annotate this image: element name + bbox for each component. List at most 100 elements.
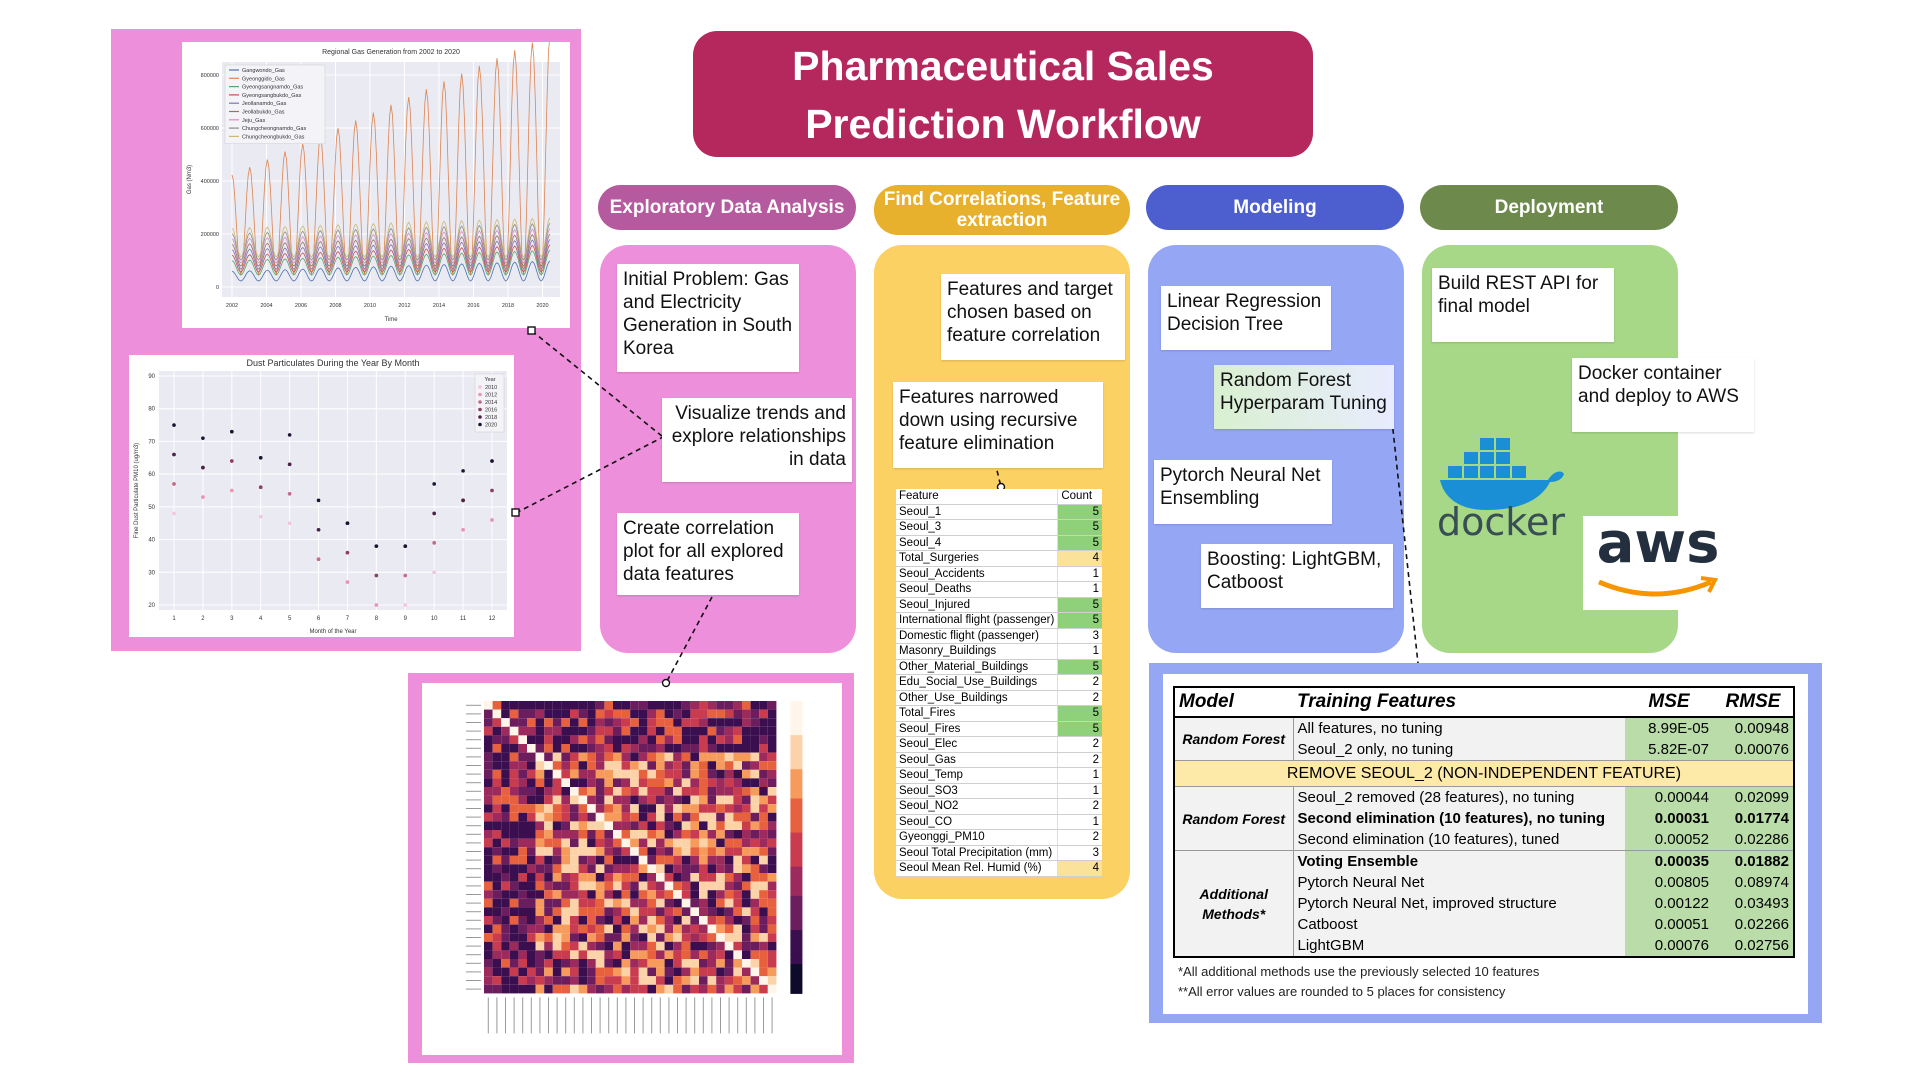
heatmap-cell [613, 795, 622, 805]
heatmap-cell [673, 812, 682, 822]
heatmap-cell [492, 744, 502, 753]
gas-series-line [231, 244, 551, 273]
heatmap-cell [673, 898, 682, 908]
heatmap-cell [656, 718, 665, 727]
heatmap-cell [630, 830, 639, 839]
heatmap-cell [733, 950, 742, 959]
heatmap-cell [759, 881, 768, 891]
heatmap-cell [535, 950, 545, 959]
heatmap-cell [552, 916, 562, 925]
stage-modeling-pill: Modeling [1146, 185, 1404, 230]
heatmap-cell [707, 769, 717, 779]
results-group-random-forest-2: Random Forest [1174, 786, 1294, 851]
heatmap-cell [544, 709, 553, 719]
heatmap-cell [484, 950, 493, 959]
heatmap-cell [664, 726, 674, 736]
heatmap-colorbar-segment [790, 949, 803, 955]
heatmap-cell [690, 744, 699, 753]
dust-xtick-label: 5 [288, 616, 292, 622]
heatmap-cell [501, 701, 510, 710]
table-row: Gyeonggi_PM10 2 [896, 829, 1102, 846]
heatmap-cell [742, 735, 751, 744]
heatmap-colorbar-segment [790, 813, 803, 819]
heatmap-colorbar-segment [790, 832, 803, 838]
heatmap-cell [604, 709, 613, 719]
heatmap-cell [742, 967, 751, 977]
heatmap-cell [750, 726, 760, 736]
heatmap-cell [492, 812, 502, 822]
heatmap-cell [552, 778, 562, 787]
heatmap-cell [647, 898, 656, 908]
heatmap-cell [707, 752, 717, 762]
heatmap-cell [621, 881, 631, 891]
heatmap-cell [638, 984, 648, 994]
heatmap-cell [716, 873, 725, 882]
heatmap-cell [699, 735, 708, 744]
dust-point [432, 570, 436, 575]
heatmap-cell [638, 924, 648, 934]
heatmap-cell [621, 752, 631, 762]
heatmap-cell [707, 984, 717, 994]
heatmap-cell [621, 821, 631, 830]
heatmap-cell [518, 778, 527, 787]
heatmap-cell [724, 795, 734, 805]
heatmap-cell [544, 881, 553, 891]
feature-name-cell: Seoul_CO [896, 814, 1058, 830]
docker-whale-icon [1440, 438, 1564, 510]
dust-chart-xlabel: Month of the Year [309, 629, 356, 635]
heatmap-cell [630, 769, 639, 779]
results-mse-cell: 0.00805 [1625, 872, 1713, 893]
heatmap-cell [595, 873, 605, 882]
table-row: Other_Use_Buildings 2 [896, 690, 1102, 706]
heatmap-cell [484, 881, 493, 891]
heatmap-cell [759, 812, 768, 822]
heatmap-cell [681, 881, 691, 891]
heatmap-cell [544, 795, 553, 805]
heatmap-cell [595, 812, 605, 822]
heatmap-cell [544, 890, 553, 899]
heatmap-cell [561, 795, 570, 805]
heatmap-cell [759, 752, 768, 762]
heatmap-cell [673, 881, 682, 891]
heatmap-cell [570, 701, 579, 710]
heatmap-cell [638, 761, 648, 770]
model-note-random-forest: Random Forest Hyperparam Tuning [1214, 365, 1394, 429]
heatmap-cell [578, 812, 588, 822]
heatmap-cell [527, 718, 536, 727]
heatmap-cell [570, 830, 579, 839]
heatmap-cell [690, 701, 699, 710]
heatmap-cell [656, 898, 665, 908]
heatmap-cell [673, 873, 682, 882]
heatmap-cell [664, 830, 674, 839]
heatmap-cell [759, 787, 768, 796]
gas-ytick-label: 0 [216, 285, 219, 291]
heatmap-cell [759, 821, 768, 830]
heatmap-cell [613, 787, 622, 796]
heatmap-cell [767, 967, 777, 977]
gas-xtick-label: 2004 [260, 303, 272, 309]
heatmap-cell [707, 907, 717, 916]
heatmap-cell [681, 847, 691, 856]
heatmap-cell [552, 890, 562, 899]
heatmap-cell [638, 701, 648, 710]
heatmap-cell [656, 984, 665, 994]
dust-xtick-label: 2 [201, 616, 205, 622]
gas-xtick-label: 2012 [398, 303, 410, 309]
heatmap-cell [501, 769, 510, 779]
heatmap-cell [509, 701, 519, 710]
results-footnote-1: *All additional methods use the previous… [1178, 964, 1540, 979]
heatmap-cell [716, 821, 725, 830]
heatmap-cell [742, 709, 751, 719]
heatmap-cell [578, 976, 588, 985]
heatmap-colorbar-segment [790, 983, 803, 990]
feature-name-cell: Seoul Total Precipitation (mm) [896, 845, 1058, 861]
heatmap-cell [630, 718, 639, 727]
heatmap-cell [535, 984, 545, 994]
heatmap-cell [484, 795, 493, 805]
heatmap-cell [552, 950, 562, 959]
feature-count-cell: 2 [1057, 690, 1102, 706]
heatmap-cell [638, 916, 648, 925]
heatmap-cell [707, 778, 717, 787]
heatmap-cell [527, 950, 536, 959]
